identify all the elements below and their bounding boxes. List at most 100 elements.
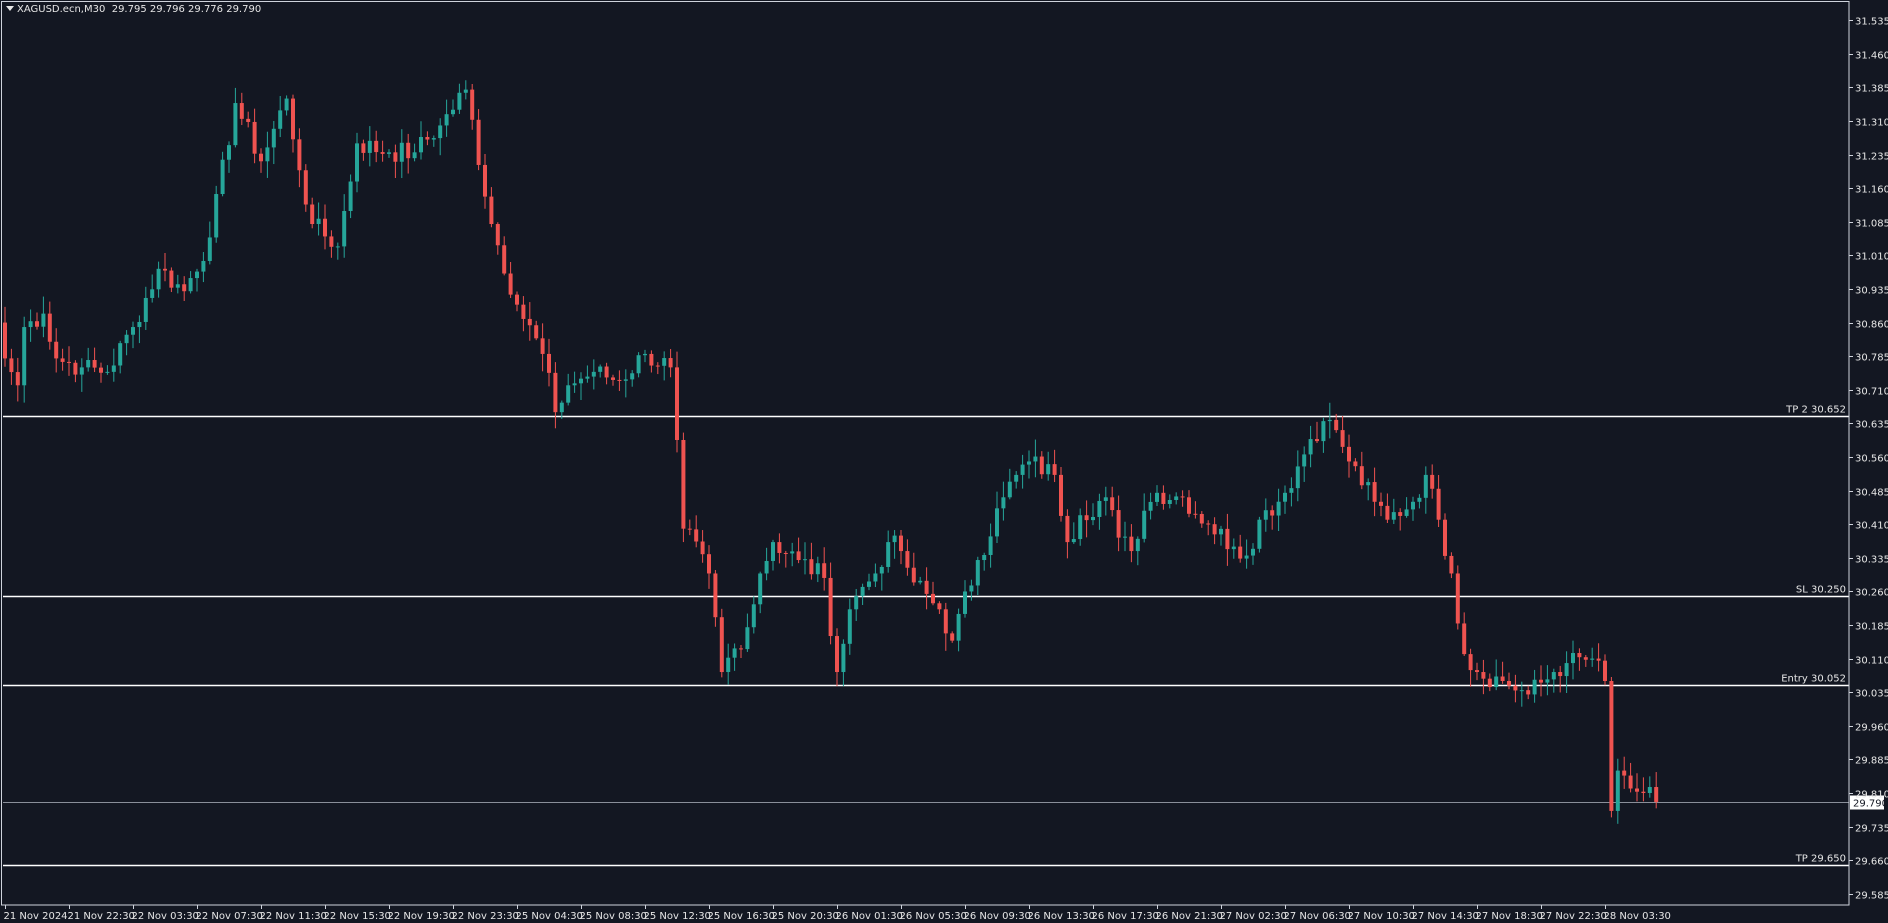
y-tick-label: 31.085	[1855, 219, 1888, 230]
candle-body	[1084, 515, 1089, 521]
candle-body	[169, 270, 174, 288]
candle	[758, 571, 763, 614]
candle-body	[1583, 657, 1588, 660]
candle-body	[636, 355, 641, 374]
candle	[1110, 486, 1115, 517]
candle-body	[867, 581, 871, 587]
candle-body	[342, 211, 347, 247]
candle-body	[99, 367, 103, 373]
chevron-down-icon[interactable]	[6, 6, 14, 11]
candle	[649, 350, 654, 373]
candle-body	[207, 237, 212, 261]
candle	[1577, 648, 1582, 671]
candle-body	[956, 613, 961, 641]
candle	[508, 262, 513, 298]
candle	[476, 109, 481, 171]
candle	[1635, 773, 1639, 802]
candle-body	[335, 246, 340, 248]
candle	[783, 550, 788, 568]
candle	[79, 358, 84, 392]
candle-body	[1078, 515, 1083, 540]
candle-body	[790, 551, 795, 554]
candle	[105, 365, 110, 375]
candle	[579, 372, 583, 400]
candle	[873, 563, 878, 588]
candle-body	[559, 402, 564, 413]
candle-body	[1366, 482, 1371, 486]
candle-body	[1647, 787, 1652, 793]
candle-body	[1193, 513, 1198, 515]
x-tick-label: 27 Nov 22:30	[1540, 911, 1607, 922]
candle	[425, 131, 430, 146]
candle-body	[227, 145, 231, 160]
candle	[771, 539, 775, 571]
candle-body	[35, 321, 39, 327]
y-tick-label: 30.560	[1855, 454, 1888, 465]
candle-body	[303, 170, 308, 205]
last-price-label: 29.790	[1853, 799, 1888, 810]
candle	[1167, 494, 1172, 509]
candle-body	[969, 585, 974, 592]
candle-body	[271, 128, 276, 148]
candle-body	[1321, 421, 1326, 442]
candle	[1571, 640, 1575, 680]
candle-body	[1167, 499, 1172, 504]
candle-body	[975, 560, 980, 586]
candle	[310, 197, 315, 229]
candle-body	[15, 372, 20, 386]
candle-body	[1091, 516, 1095, 521]
candle	[828, 562, 833, 645]
candle	[969, 579, 974, 601]
candle	[380, 140, 385, 162]
candle	[1596, 643, 1601, 672]
candle	[739, 644, 743, 658]
candle	[841, 639, 846, 687]
candle-body	[1494, 676, 1499, 688]
candle	[1161, 485, 1166, 510]
candle	[1289, 477, 1294, 507]
candle-body	[105, 371, 110, 373]
candle	[1532, 669, 1537, 703]
chart-header[interactable]: XAGUSD.ecn,M30 29.795 29.796 29.776 29.7…	[6, 4, 261, 15]
candle-body	[1334, 419, 1339, 431]
candle	[835, 628, 839, 687]
y-tick-label: 31.460	[1855, 51, 1888, 62]
y-tick-label: 31.535	[1855, 17, 1888, 28]
candle	[1526, 685, 1531, 700]
candle-body	[1391, 512, 1396, 520]
x-tick-label: 26 Nov 17:30	[1092, 911, 1159, 922]
candle	[1065, 509, 1070, 559]
candle	[790, 542, 795, 567]
candle-body	[124, 334, 129, 344]
candle	[444, 99, 449, 137]
candle	[1283, 485, 1287, 514]
candle-body	[988, 536, 993, 555]
candle	[207, 221, 212, 265]
candle-body	[1142, 510, 1147, 539]
candle-body	[1135, 538, 1140, 552]
candle	[1615, 758, 1620, 824]
candle	[975, 556, 980, 596]
candle-body	[1308, 439, 1313, 455]
candle	[367, 126, 372, 167]
candle-body	[393, 152, 398, 162]
candle	[201, 252, 206, 283]
candle	[1455, 565, 1460, 630]
candle-body	[419, 137, 423, 153]
candle	[1251, 543, 1255, 565]
candle-body	[931, 593, 935, 604]
candle-body	[687, 528, 692, 530]
candle	[1263, 498, 1268, 532]
candle	[1116, 495, 1121, 552]
candle	[719, 608, 724, 678]
candle-body	[918, 580, 923, 583]
candle	[393, 144, 398, 178]
candle-body	[1052, 464, 1057, 475]
candle	[611, 374, 615, 386]
candle	[374, 130, 379, 163]
candle-body	[508, 273, 513, 295]
candle	[86, 347, 91, 372]
candle-body	[278, 110, 283, 129]
